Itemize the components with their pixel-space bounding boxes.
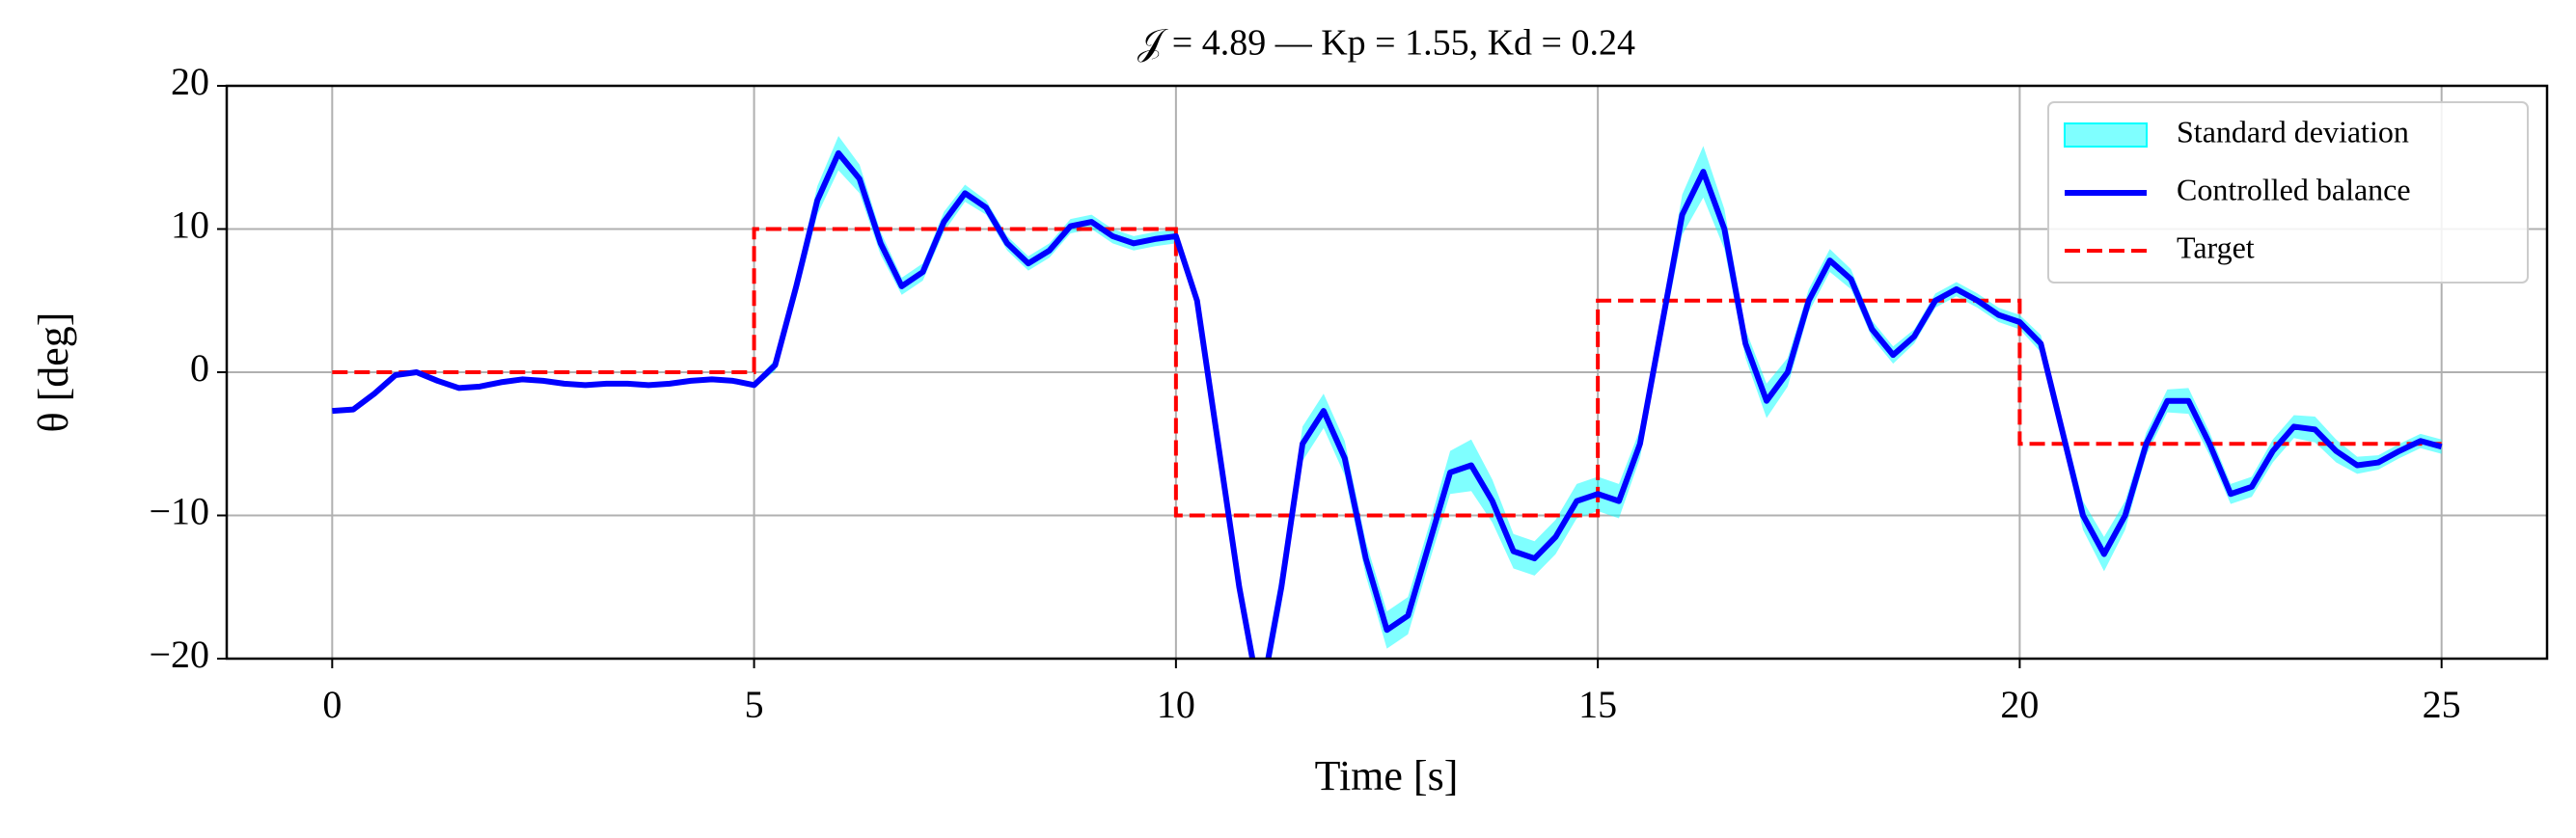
legend-box	[2047, 101, 2529, 284]
legend-swatch	[2064, 122, 2148, 148]
y-tick-label: 0	[190, 346, 209, 390]
x-tick-label: 20	[2000, 683, 2039, 726]
y-tick-label: 10	[171, 203, 209, 247]
x-tick-label: 0	[322, 683, 342, 726]
target-line	[332, 227, 2442, 518]
legend-label: Controlled balance	[2177, 172, 2411, 206]
balance-line	[332, 149, 2443, 659]
x-tick-label: 10	[1157, 683, 1195, 726]
x-axis-label: Time [s]	[1315, 752, 1459, 799]
y-tick-label: −10	[149, 490, 209, 533]
chart-title: 𝒥 = 4.89 — Kp = 1.55, Kd = 0.24	[1137, 23, 1635, 64]
x-tick-label: 25	[2423, 683, 2461, 726]
y-tick-label: 20	[171, 60, 209, 103]
legend-label: Target	[2177, 230, 2255, 264]
plot-area	[332, 135, 2443, 659]
y-tick-label: −20	[149, 633, 209, 676]
x-tick-label: 15	[1578, 683, 1617, 726]
legend: Standard deviation Controlled balance Targ…	[2047, 101, 2529, 284]
y-axis-label: θ [deg]	[30, 312, 77, 433]
x-tick-label: 5	[745, 683, 764, 726]
ticks: 0 5 10 15 20 25 −20 −10 0 10 20	[149, 60, 2460, 726]
legend-label: Standard deviation	[2177, 114, 2409, 149]
